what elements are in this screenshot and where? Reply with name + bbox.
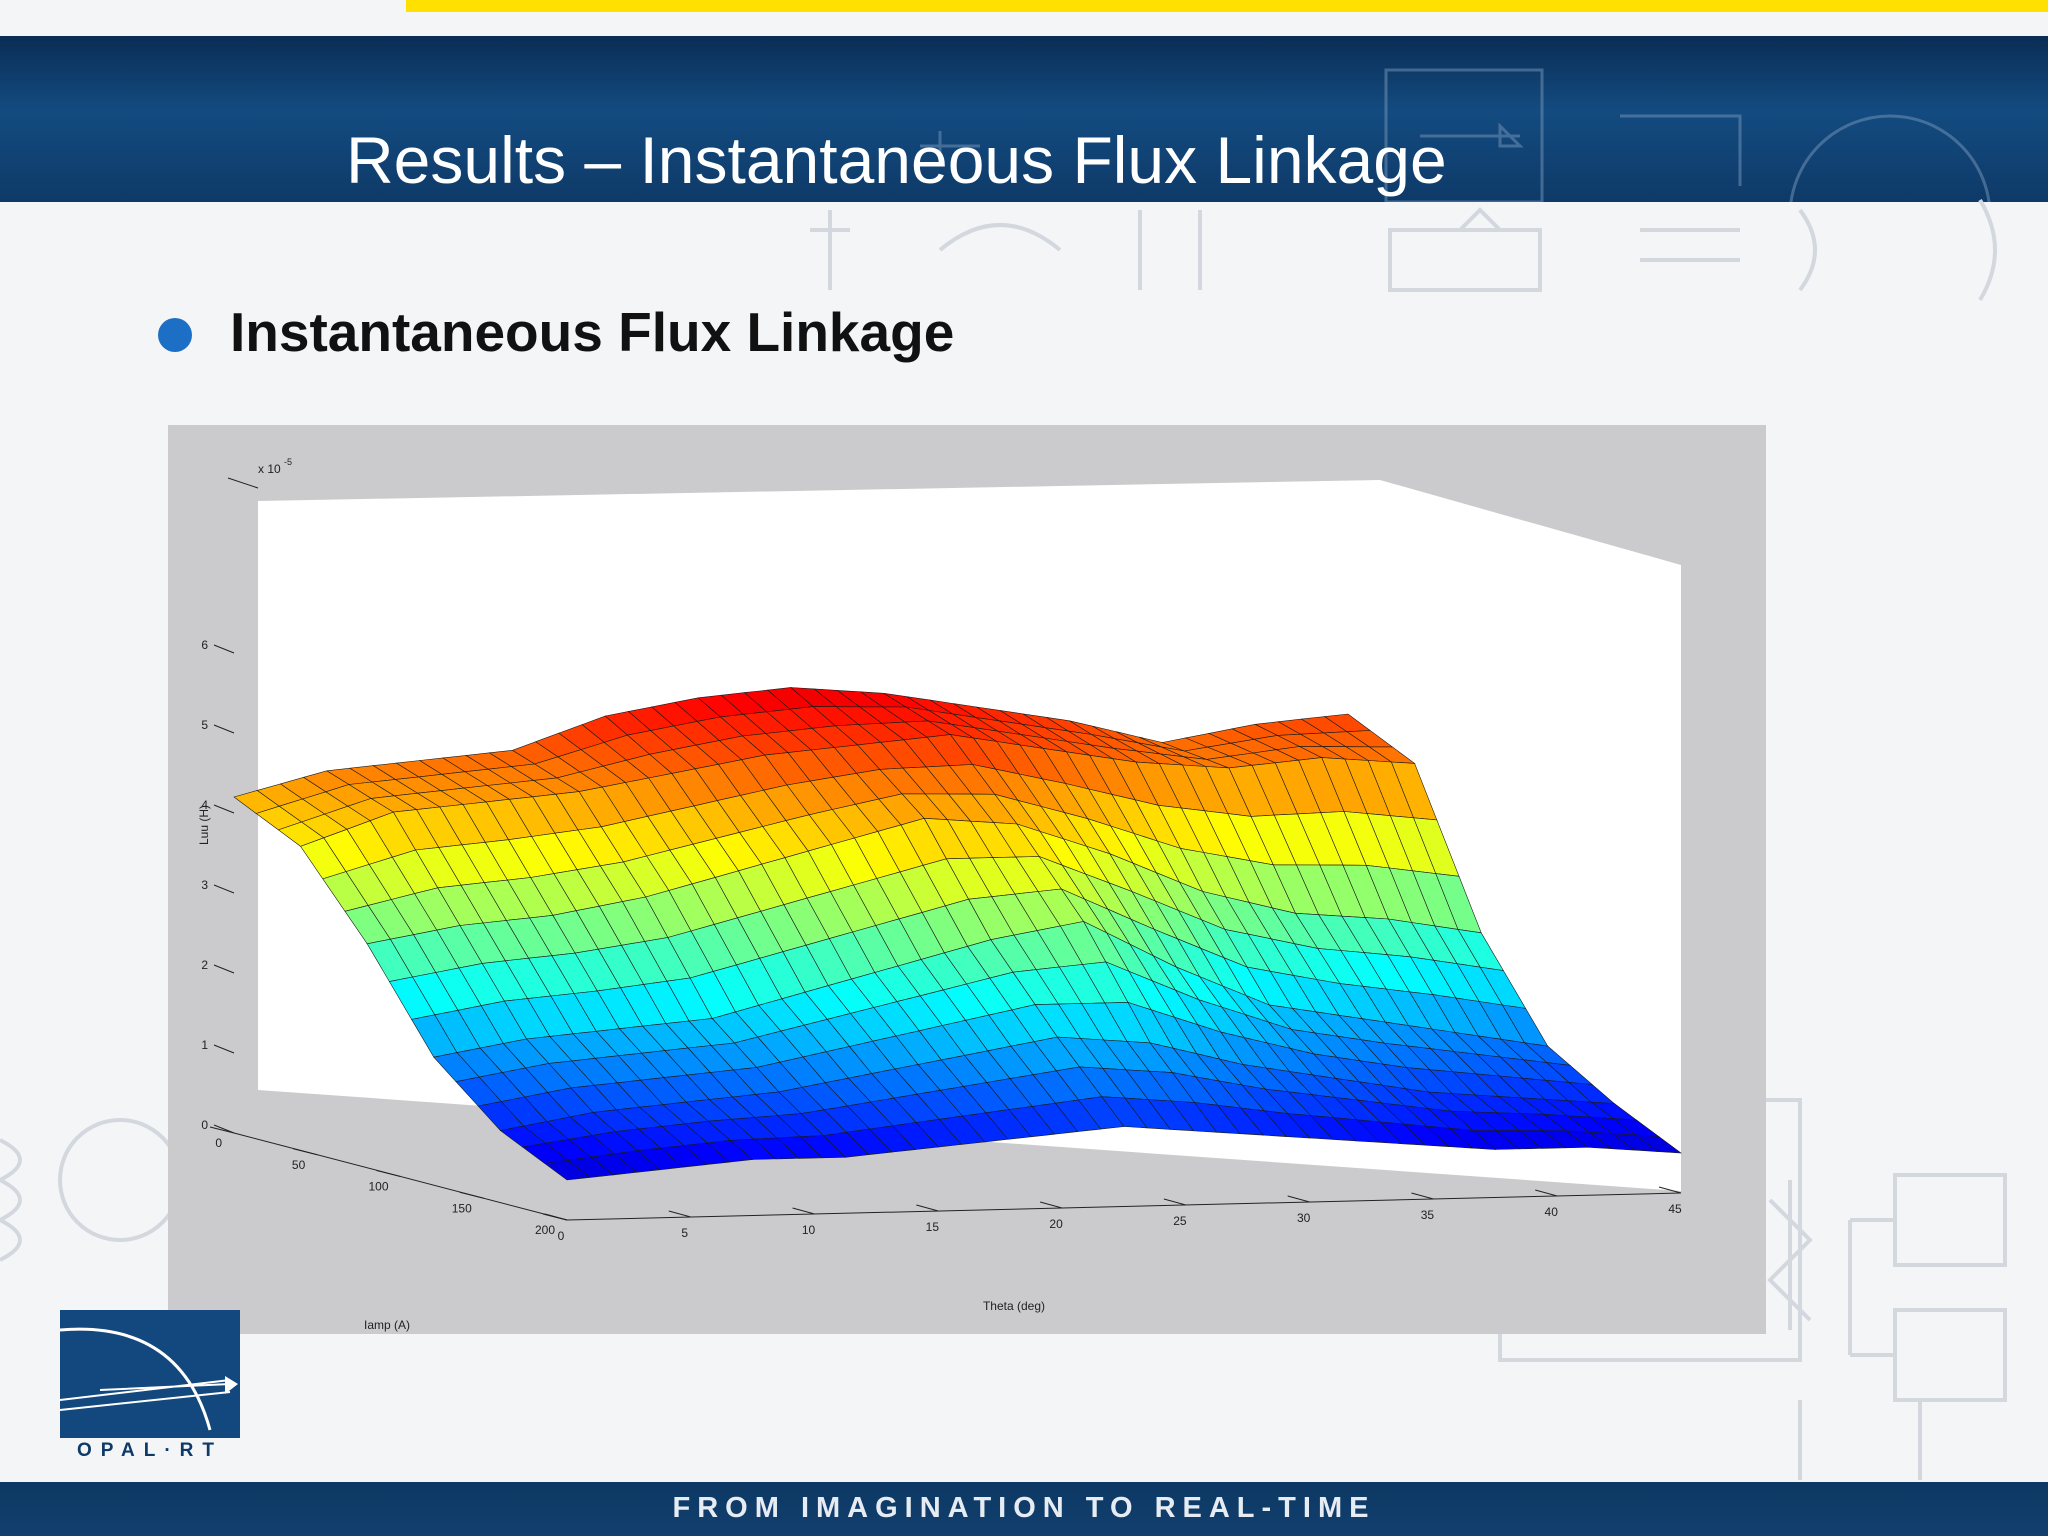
- z-axis-multiplier: x 10: [258, 462, 281, 476]
- z-axis-exponent: -5: [284, 457, 292, 467]
- y-tick-mark: [293, 1148, 318, 1156]
- logo-arc-icon: [59, 1327, 238, 1431]
- x-tick-label: 30: [1297, 1211, 1311, 1225]
- logo-wordmark: OPAL·RT: [76, 1440, 224, 1461]
- x-tick-mark: [916, 1204, 939, 1212]
- z-tick-label: 4: [201, 798, 208, 812]
- x-tick-mark: [1411, 1192, 1434, 1200]
- x-tick-label: 5: [681, 1226, 688, 1240]
- y-tick-label: 150: [452, 1201, 472, 1215]
- bullet-dot: [158, 318, 192, 352]
- x-axis: Theta (deg): [566, 1192, 1682, 1313]
- z-tick-mark: [213, 804, 235, 814]
- x-tick-label: 35: [1421, 1208, 1435, 1222]
- z-tick-mark: [213, 1044, 235, 1054]
- opal-rt-logo: OPAL·RT: [59, 1310, 240, 1465]
- page-title: Results – Instantaneous Flux Linkage: [346, 123, 1447, 197]
- top-accent-stripe: [406, 0, 2048, 12]
- x-tick-mark: [1535, 1189, 1558, 1197]
- z-tick-mark: [213, 964, 235, 974]
- x-tick-label: 10: [802, 1223, 816, 1237]
- x-tick-mark: [1287, 1195, 1310, 1203]
- y-tick-label: 0: [215, 1136, 222, 1150]
- y-tick-mark: [459, 1191, 484, 1199]
- z-tick-label: 3: [201, 878, 208, 892]
- x-tick-label: 45: [1668, 1202, 1682, 1216]
- z-axis-label: Luu (H): [197, 805, 211, 845]
- z-tick-label: 5: [201, 718, 208, 732]
- slide-header: Results – Instantaneous Flux Linkage: [0, 36, 2048, 202]
- z-tick-mark: [213, 884, 235, 894]
- surface-mesh: [233, 687, 1682, 1181]
- z-tick-label: 2: [201, 958, 208, 972]
- y-tick-label: 50: [292, 1158, 306, 1172]
- surface-patch: [1634, 1134, 1682, 1154]
- y-tick-label: 200: [535, 1223, 555, 1237]
- z-tick-label: 0: [201, 1118, 208, 1132]
- z-tick-mark: [213, 644, 235, 654]
- x-tick-label: 40: [1545, 1205, 1559, 1219]
- z-axis: x 10 -5 Luu (H): [197, 457, 292, 845]
- z-tick-label: 6: [201, 638, 208, 652]
- footer-tagline: FROM IMAGINATION TO REAL-TIME: [672, 1492, 1376, 1524]
- logo-mark: [59, 1310, 240, 1438]
- x-tick-mark: [668, 1210, 691, 1218]
- x-tick-mark: [1163, 1198, 1187, 1206]
- y-tick-mark: [542, 1213, 568, 1221]
- y-axis-label: Iamp (A): [364, 1318, 410, 1332]
- y-tick-mark: [209, 1126, 235, 1134]
- z-axis-ticks: 0 1 2 3 4 5 6: [201, 638, 235, 1134]
- y-axis-ticks: 0 50 100 150 200: [209, 1126, 568, 1237]
- x-tick-label: 0: [558, 1229, 565, 1243]
- y-tick-mark: [376, 1170, 401, 1177]
- slide-footer: FROM IMAGINATION TO REAL-TIME: [0, 1482, 2048, 1536]
- x-tick-label: 15: [926, 1220, 940, 1234]
- z-tick-mark: [213, 724, 235, 734]
- y-tick-label: 100: [368, 1180, 388, 1194]
- bullet-heading: Instantaneous Flux Linkage: [230, 301, 955, 363]
- x-tick-label: 25: [1173, 1214, 1187, 1228]
- x-tick-mark: [1039, 1201, 1063, 1209]
- y-axis: Iamp (A): [233, 1132, 568, 1332]
- z-tick-label: 1: [201, 1038, 208, 1052]
- x-axis-ticks: 0 5 10 15 20 25 30 35 40 45: [544, 1186, 1682, 1243]
- x-tick-mark: [1658, 1186, 1682, 1194]
- header-circuit-decoration: [920, 68, 1991, 202]
- x-tick-mark: [792, 1207, 815, 1215]
- x-axis-label: Theta (deg): [983, 1299, 1045, 1313]
- x-tick-label: 20: [1049, 1217, 1063, 1231]
